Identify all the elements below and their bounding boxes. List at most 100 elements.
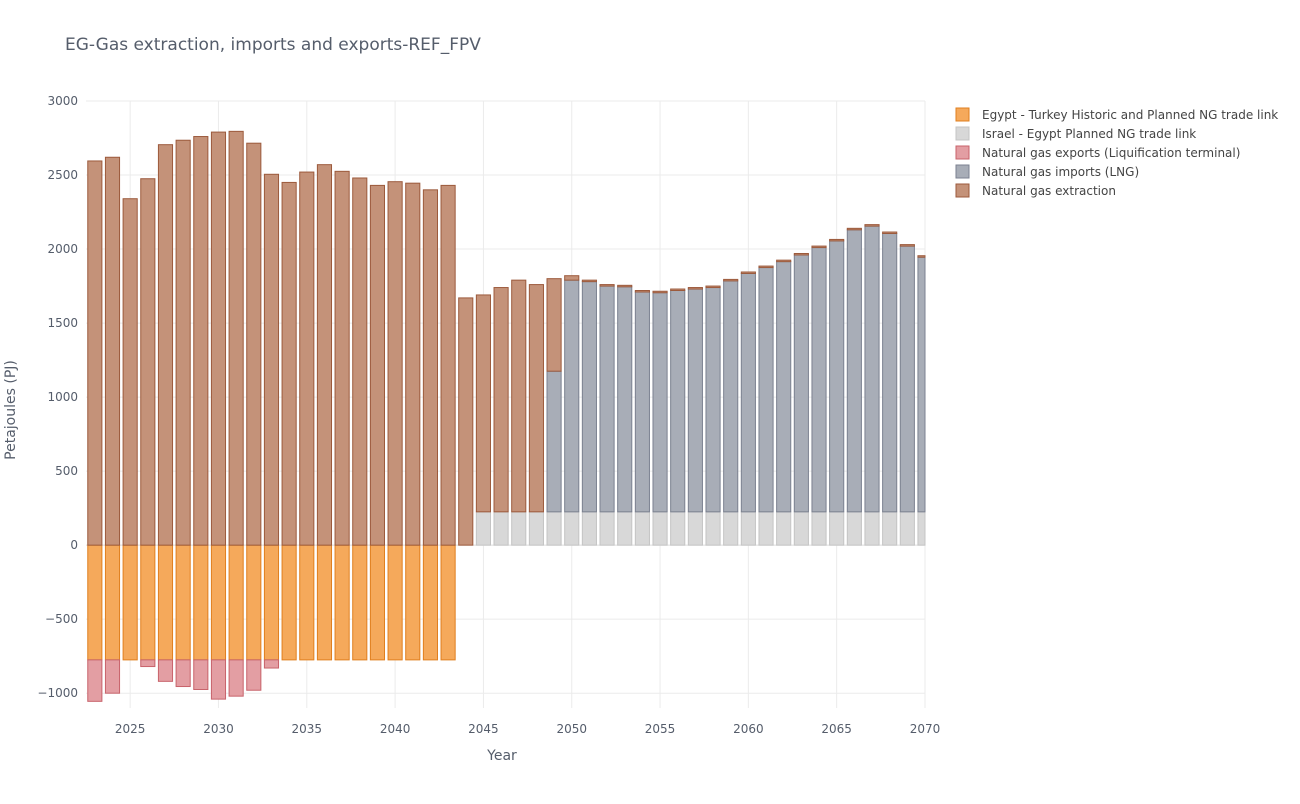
bar-segment[interactable] <box>652 292 668 513</box>
bar-segment[interactable] <box>281 181 297 546</box>
bar-segment[interactable] <box>228 130 244 546</box>
bar-segment[interactable] <box>475 511 491 546</box>
bar-segment[interactable] <box>387 181 403 546</box>
bar-segment[interactable] <box>175 139 191 546</box>
bar-segment[interactable] <box>581 279 597 283</box>
bar-segment[interactable] <box>811 247 827 513</box>
bar-segment[interactable] <box>104 156 121 546</box>
bar-segment[interactable] <box>829 511 845 546</box>
bar-segment[interactable] <box>917 511 926 546</box>
bar-segment[interactable] <box>122 198 138 546</box>
bar-segment[interactable] <box>617 511 633 546</box>
bar-segment[interactable] <box>793 254 809 513</box>
bar-segment[interactable] <box>440 544 456 661</box>
bar-segment[interactable] <box>104 544 121 661</box>
bar-segment[interactable] <box>758 267 774 513</box>
bar-segment[interactable] <box>882 231 898 235</box>
bar-segment[interactable] <box>157 659 174 682</box>
bar-segment[interactable] <box>581 281 597 513</box>
bar-segment[interactable] <box>599 285 615 513</box>
bar-segment[interactable] <box>740 511 756 546</box>
bar-segment[interactable] <box>546 370 562 513</box>
bar-segment[interactable] <box>564 279 580 513</box>
bar-segment[interactable] <box>387 544 403 661</box>
bar-segment[interactable] <box>316 164 333 546</box>
bar-segment[interactable] <box>811 511 827 546</box>
bar-segment[interactable] <box>740 272 756 513</box>
bar-segment[interactable] <box>705 287 721 513</box>
bar-segment[interactable] <box>723 511 739 546</box>
bar-segment[interactable] <box>776 511 792 546</box>
legend-item[interactable]: Natural gas exports (Liquification termi… <box>955 145 1240 160</box>
bar-segment[interactable] <box>617 284 633 288</box>
bar-segment[interactable] <box>652 511 668 546</box>
bar-segment[interactable] <box>87 160 103 546</box>
bar-segment[interactable] <box>634 511 650 546</box>
bar-segment[interactable] <box>493 511 509 546</box>
bar-segment[interactable] <box>193 544 209 661</box>
bar-segment[interactable] <box>263 173 280 546</box>
bar-segment[interactable] <box>829 240 845 513</box>
bar-segment[interactable] <box>793 252 809 256</box>
bar-segment[interactable] <box>140 544 156 661</box>
bar-segment[interactable] <box>369 544 386 661</box>
bar-segment[interactable] <box>758 511 774 546</box>
bar-segment[interactable] <box>246 544 262 661</box>
bar-segment[interactable] <box>422 189 438 546</box>
bar-segment[interactable] <box>87 659 103 702</box>
bar-segment[interactable] <box>546 278 562 372</box>
bar-segment[interactable] <box>299 171 315 546</box>
bar-segment[interactable] <box>352 544 368 661</box>
bar-segment[interactable] <box>687 287 703 290</box>
bar-segment[interactable] <box>864 224 880 227</box>
bar-segment[interactable] <box>210 544 227 661</box>
bar-segment[interactable] <box>687 288 703 513</box>
bar-segment[interactable] <box>458 297 474 546</box>
bar-segment[interactable] <box>334 170 350 546</box>
bar-segment[interactable] <box>776 261 792 513</box>
bar-segment[interactable] <box>723 280 739 513</box>
bar-segment[interactable] <box>846 229 862 513</box>
bar-segment[interactable] <box>652 290 668 294</box>
bar-segment[interactable] <box>228 659 244 697</box>
bar-segment[interactable] <box>193 136 209 546</box>
bar-segment[interactable] <box>917 255 926 258</box>
bar-segment[interactable] <box>405 182 421 546</box>
bar-segment[interactable] <box>228 544 244 661</box>
bar-segment[interactable] <box>776 259 792 263</box>
bar-segment[interactable] <box>599 511 615 546</box>
bar-segment[interactable] <box>316 544 333 661</box>
bar-segment[interactable] <box>899 244 915 247</box>
bar-segment[interactable] <box>634 291 650 513</box>
bar-segment[interactable] <box>670 511 686 546</box>
bar-segment[interactable] <box>246 142 262 546</box>
legend-item[interactable]: Egypt - Turkey Historic and Planned NG t… <box>955 107 1278 122</box>
bar-segment[interactable] <box>687 511 703 546</box>
bar-segment[interactable] <box>299 544 315 661</box>
legend-item[interactable]: Natural gas extraction <box>955 183 1116 198</box>
bar-segment[interactable] <box>422 544 438 661</box>
bar-segment[interactable] <box>546 511 562 546</box>
bar-segment[interactable] <box>723 278 739 282</box>
bar-segment[interactable] <box>263 659 280 669</box>
bar-segment[interactable] <box>122 544 138 661</box>
bar-segment[interactable] <box>210 659 227 700</box>
bar-segment[interactable] <box>352 177 368 546</box>
bar-segment[interactable] <box>670 290 686 513</box>
bar-segment[interactable] <box>829 238 845 242</box>
bar-segment[interactable] <box>175 544 191 661</box>
bar-segment[interactable] <box>405 544 421 661</box>
legend[interactable]: Egypt - Turkey Historic and Planned NG t… <box>955 107 1278 198</box>
bar-segment[interactable] <box>281 544 297 661</box>
bar-segment[interactable] <box>846 511 862 546</box>
bar-segment[interactable] <box>811 245 827 249</box>
bar-segment[interactable] <box>864 511 880 546</box>
bar-segment[interactable] <box>528 511 544 546</box>
legend-item[interactable]: Natural gas imports (LNG) <box>955 164 1139 179</box>
bar-segment[interactable] <box>899 511 915 546</box>
bar-segment[interactable] <box>263 544 280 661</box>
bar-segment[interactable] <box>846 227 862 231</box>
bar-segment[interactable] <box>334 544 350 661</box>
bar-segment[interactable] <box>511 279 527 513</box>
bar-segment[interactable] <box>493 287 509 513</box>
